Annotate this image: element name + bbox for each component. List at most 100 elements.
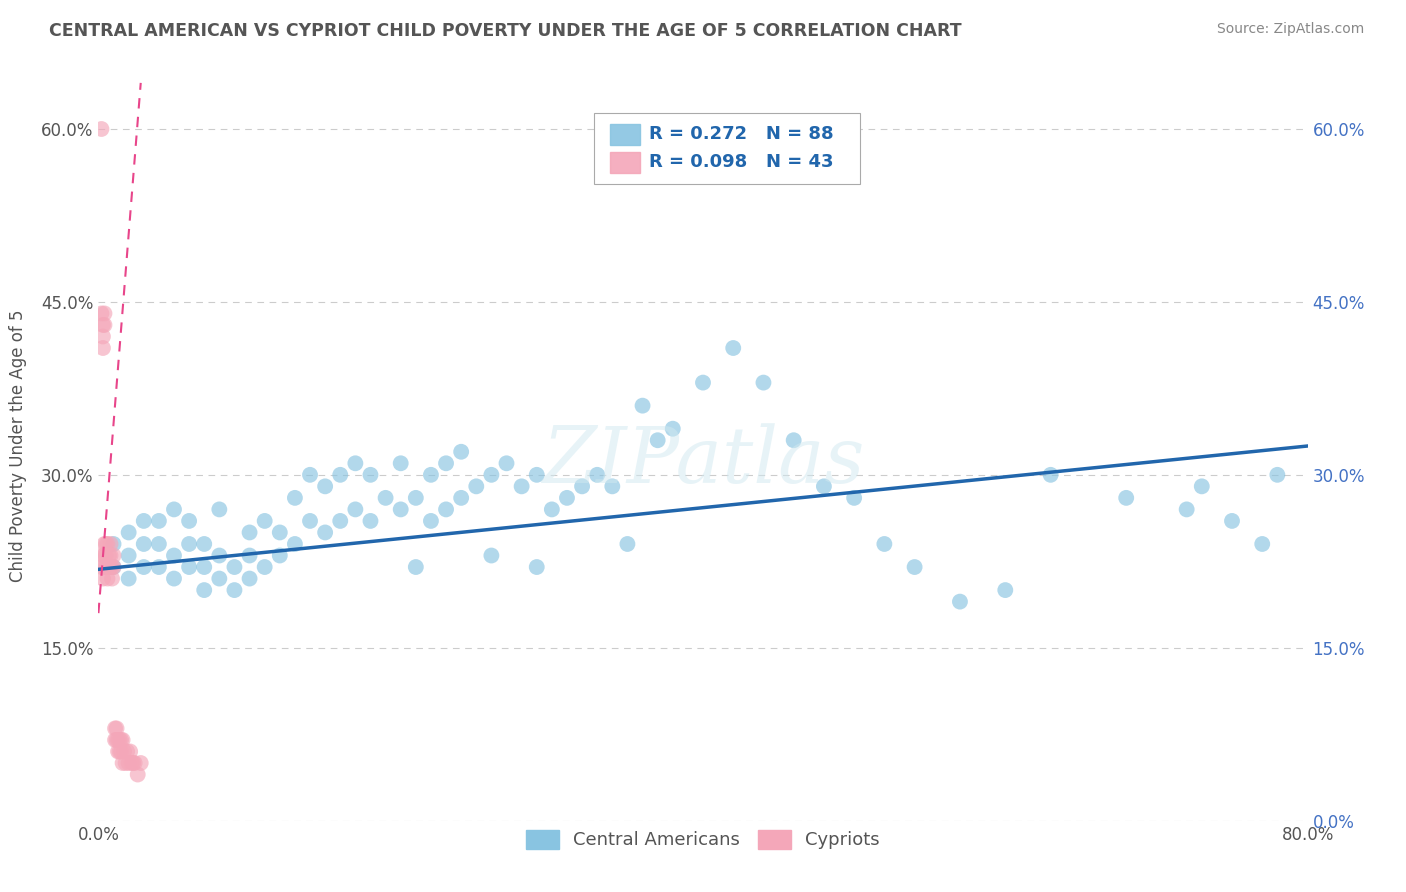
Point bbox=[1191, 479, 1213, 493]
Point bbox=[284, 491, 307, 505]
Point bbox=[284, 537, 307, 551]
Point bbox=[1251, 537, 1274, 551]
Point bbox=[602, 479, 624, 493]
Point bbox=[269, 549, 291, 563]
Point bbox=[420, 514, 443, 528]
Point bbox=[120, 744, 142, 758]
Point bbox=[90, 560, 112, 574]
Point bbox=[108, 744, 131, 758]
Point bbox=[586, 467, 609, 482]
Point bbox=[314, 525, 336, 540]
Point bbox=[994, 583, 1017, 598]
Point bbox=[224, 560, 246, 574]
Point bbox=[179, 514, 201, 528]
Point bbox=[389, 502, 412, 516]
Point bbox=[103, 560, 125, 574]
Point bbox=[90, 122, 112, 136]
Point bbox=[101, 560, 124, 574]
Point bbox=[91, 329, 114, 343]
Point bbox=[540, 502, 562, 516]
Point bbox=[91, 549, 114, 563]
Point bbox=[1175, 502, 1198, 516]
Point bbox=[98, 560, 121, 574]
Point bbox=[193, 560, 215, 574]
Point bbox=[121, 756, 143, 770]
Point bbox=[299, 514, 322, 528]
Point bbox=[329, 514, 352, 528]
Point bbox=[91, 572, 114, 586]
Point bbox=[571, 479, 593, 493]
Point bbox=[510, 479, 533, 493]
Point bbox=[115, 744, 138, 758]
Point bbox=[873, 537, 896, 551]
Point bbox=[124, 756, 146, 770]
Point bbox=[208, 502, 231, 516]
Point bbox=[129, 756, 152, 770]
Point bbox=[239, 525, 262, 540]
Point bbox=[1115, 491, 1137, 505]
Point bbox=[661, 422, 683, 436]
Point bbox=[90, 306, 112, 320]
Point bbox=[105, 722, 128, 736]
Point bbox=[360, 514, 382, 528]
Point bbox=[163, 549, 186, 563]
Point bbox=[132, 537, 155, 551]
Point bbox=[647, 434, 669, 448]
Point bbox=[91, 318, 114, 332]
Point bbox=[103, 549, 125, 563]
Legend: Central Americans, Cypriots: Central Americans, Cypriots bbox=[519, 822, 887, 856]
Point bbox=[100, 537, 122, 551]
Point bbox=[118, 525, 141, 540]
Point bbox=[949, 594, 972, 608]
Point bbox=[904, 560, 927, 574]
Point bbox=[108, 733, 131, 747]
Point bbox=[93, 537, 115, 551]
Point bbox=[101, 572, 124, 586]
Point bbox=[163, 502, 186, 516]
Point bbox=[314, 479, 336, 493]
Text: R = 0.098   N = 43: R = 0.098 N = 43 bbox=[648, 153, 834, 171]
Text: CENTRAL AMERICAN VS CYPRIOT CHILD POVERTY UNDER THE AGE OF 5 CORRELATION CHART: CENTRAL AMERICAN VS CYPRIOT CHILD POVERT… bbox=[49, 22, 962, 40]
Point bbox=[104, 733, 127, 747]
Point bbox=[481, 549, 503, 563]
Point bbox=[93, 306, 115, 320]
Point bbox=[723, 341, 745, 355]
Point bbox=[844, 491, 866, 505]
Point bbox=[269, 525, 291, 540]
Point bbox=[299, 467, 322, 482]
Point bbox=[104, 722, 127, 736]
Point bbox=[239, 572, 262, 586]
Point bbox=[193, 583, 215, 598]
Point bbox=[360, 467, 382, 482]
Point bbox=[118, 756, 141, 770]
Point bbox=[93, 549, 115, 563]
Point bbox=[179, 560, 201, 574]
Bar bbox=[610, 124, 640, 145]
Point bbox=[420, 467, 443, 482]
Point bbox=[98, 549, 121, 563]
Point bbox=[465, 479, 488, 493]
Point bbox=[110, 744, 132, 758]
Point bbox=[389, 456, 412, 470]
Point bbox=[96, 537, 118, 551]
Point bbox=[93, 318, 115, 332]
Point bbox=[118, 572, 141, 586]
Point bbox=[179, 537, 201, 551]
Point bbox=[239, 549, 262, 563]
Point bbox=[110, 733, 132, 747]
Point bbox=[450, 491, 472, 505]
Point bbox=[555, 491, 578, 505]
Point bbox=[94, 537, 117, 551]
Point bbox=[96, 572, 118, 586]
Point bbox=[96, 560, 118, 574]
Point bbox=[208, 549, 231, 563]
Point bbox=[631, 399, 654, 413]
Point bbox=[224, 583, 246, 598]
Point bbox=[111, 756, 134, 770]
Point bbox=[434, 502, 457, 516]
FancyBboxPatch shape bbox=[595, 112, 860, 184]
Point bbox=[107, 744, 129, 758]
Point bbox=[1220, 514, 1243, 528]
Point bbox=[526, 467, 548, 482]
Point bbox=[495, 456, 517, 470]
